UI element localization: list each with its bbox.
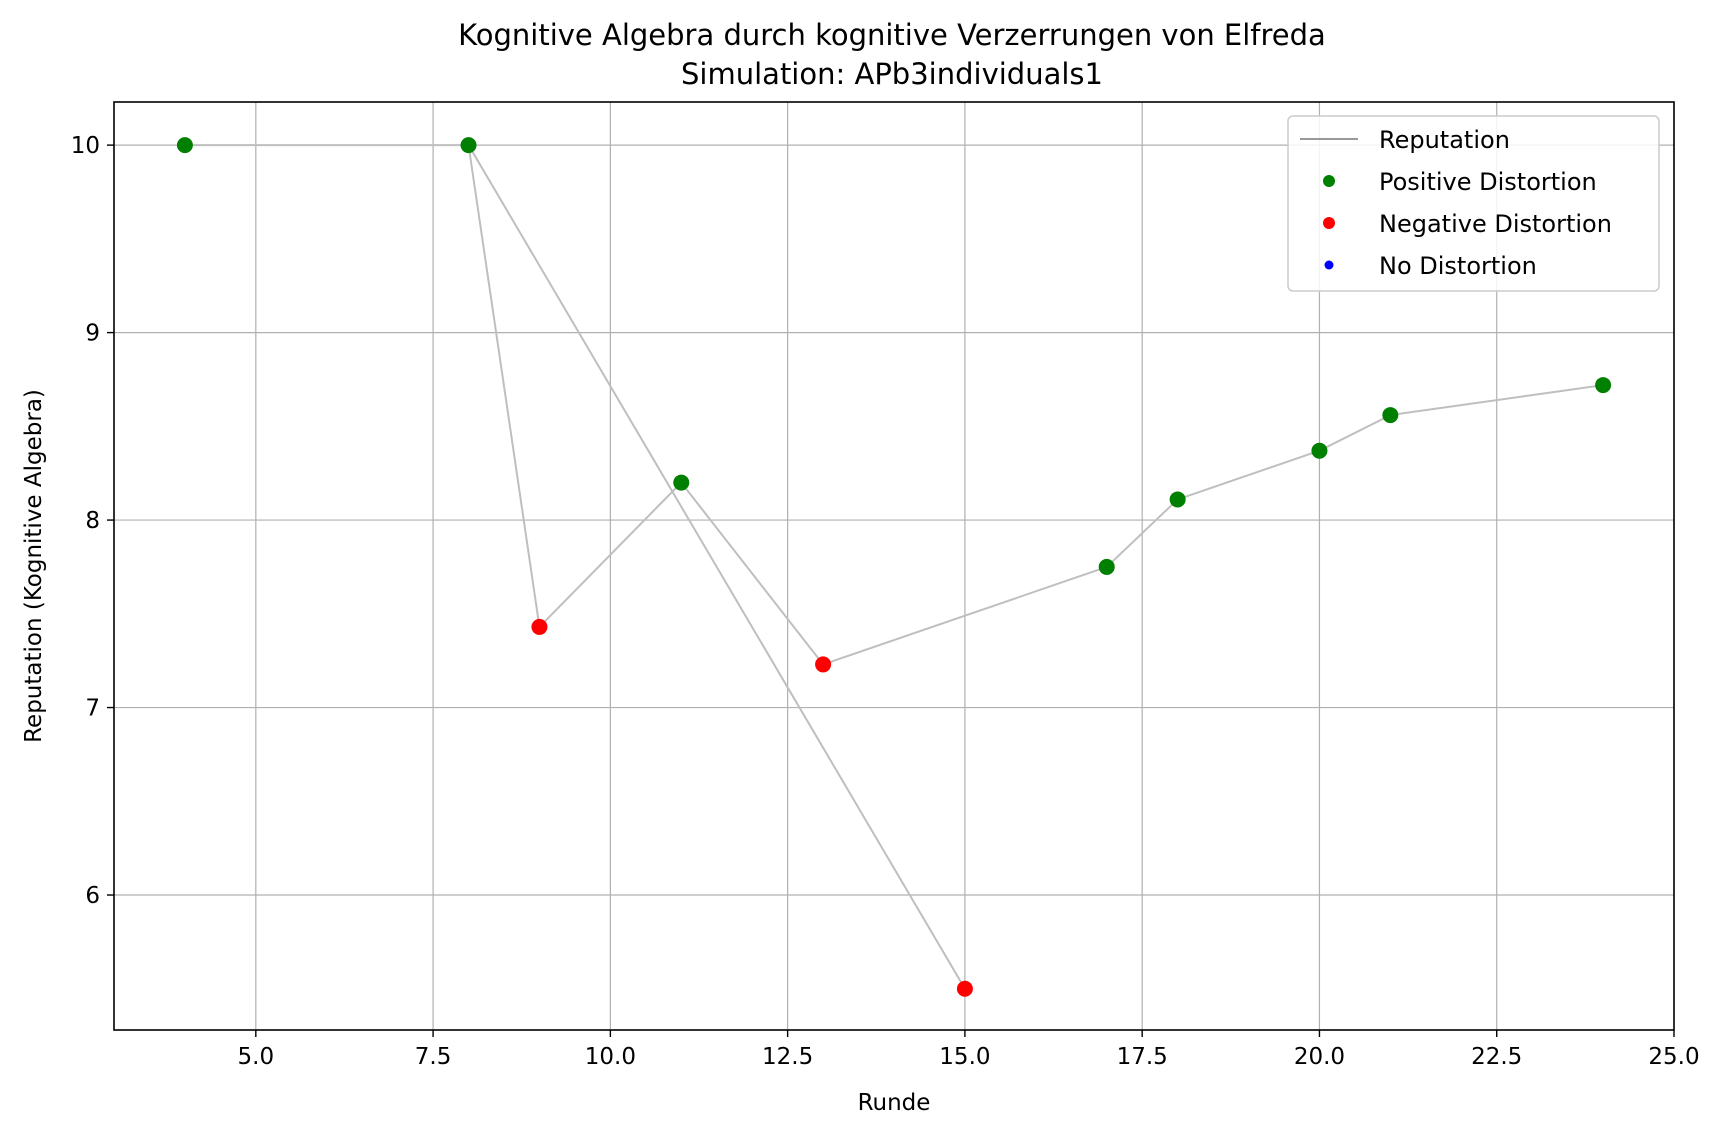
data-point-positive-distortion (673, 474, 690, 491)
series-line-reputation (184, 144, 1604, 990)
data-point-negative-distortion (815, 656, 832, 673)
data-point-negative-distortion (956, 980, 973, 997)
x-tick-label: 17.5 (1117, 1044, 1168, 1070)
x-axis-ticks: 5.0 7.5 10.0 12.5 15.0 17.5 20.0 22.5 25.0 (238, 1030, 1700, 1070)
legend-box (1287, 115, 1660, 292)
legend-marker-none (1324, 260, 1334, 270)
plot-area (176, 137, 1612, 997)
legend-marker-negative (1323, 217, 1335, 229)
x-tick-label: 20.0 (1294, 1044, 1345, 1070)
axes-frame (113, 101, 1675, 1031)
legend: Reputation Positive Distortion Negative … (1287, 115, 1660, 292)
y-tick-label: 7 (85, 696, 100, 722)
data-point-positive-distortion (1311, 442, 1328, 459)
y-tick-label: 9 (85, 321, 100, 347)
x-tick-label: 10.0 (585, 1044, 636, 1070)
x-tick-label: 5.0 (238, 1044, 275, 1070)
y-tick-label: 10 (71, 133, 100, 159)
y-axis-ticks: 6 7 8 9 10 (71, 133, 114, 909)
data-point-positive-distortion (460, 137, 477, 154)
chart-subtitle: Simulation: APb3individuals1 (681, 57, 1103, 91)
x-tick-label: 22.5 (1471, 1044, 1522, 1070)
y-axis-label: Reputation (Kognitive Algebra) (21, 389, 47, 743)
data-point-negative-distortion (531, 618, 548, 635)
legend-label-negative: Negative Distortion (1379, 210, 1612, 238)
data-point-positive-distortion (176, 137, 193, 154)
legend-marker-positive (1323, 175, 1335, 187)
x-tick-label: 12.5 (762, 1044, 813, 1070)
data-point-positive-distortion (1382, 407, 1399, 424)
x-tick-label: 15.0 (939, 1044, 990, 1070)
y-tick-label: 6 (85, 883, 100, 909)
x-tick-label: 25.0 (1648, 1044, 1699, 1070)
legend-label-none: No Distortion (1379, 252, 1537, 280)
y-tick-label: 8 (85, 508, 100, 534)
data-point-positive-distortion (1098, 558, 1115, 575)
x-axis-label: Runde (858, 1090, 931, 1116)
x-tick-label: 7.5 (415, 1044, 452, 1070)
data-point-positive-distortion (1169, 491, 1186, 508)
chart-title: Kognitive Algebra durch kognitive Verzer… (458, 18, 1326, 52)
legend-label-positive: Positive Distortion (1379, 168, 1597, 196)
data-point-positive-distortion (1595, 377, 1612, 394)
legend-label-reputation: Reputation (1379, 126, 1510, 154)
